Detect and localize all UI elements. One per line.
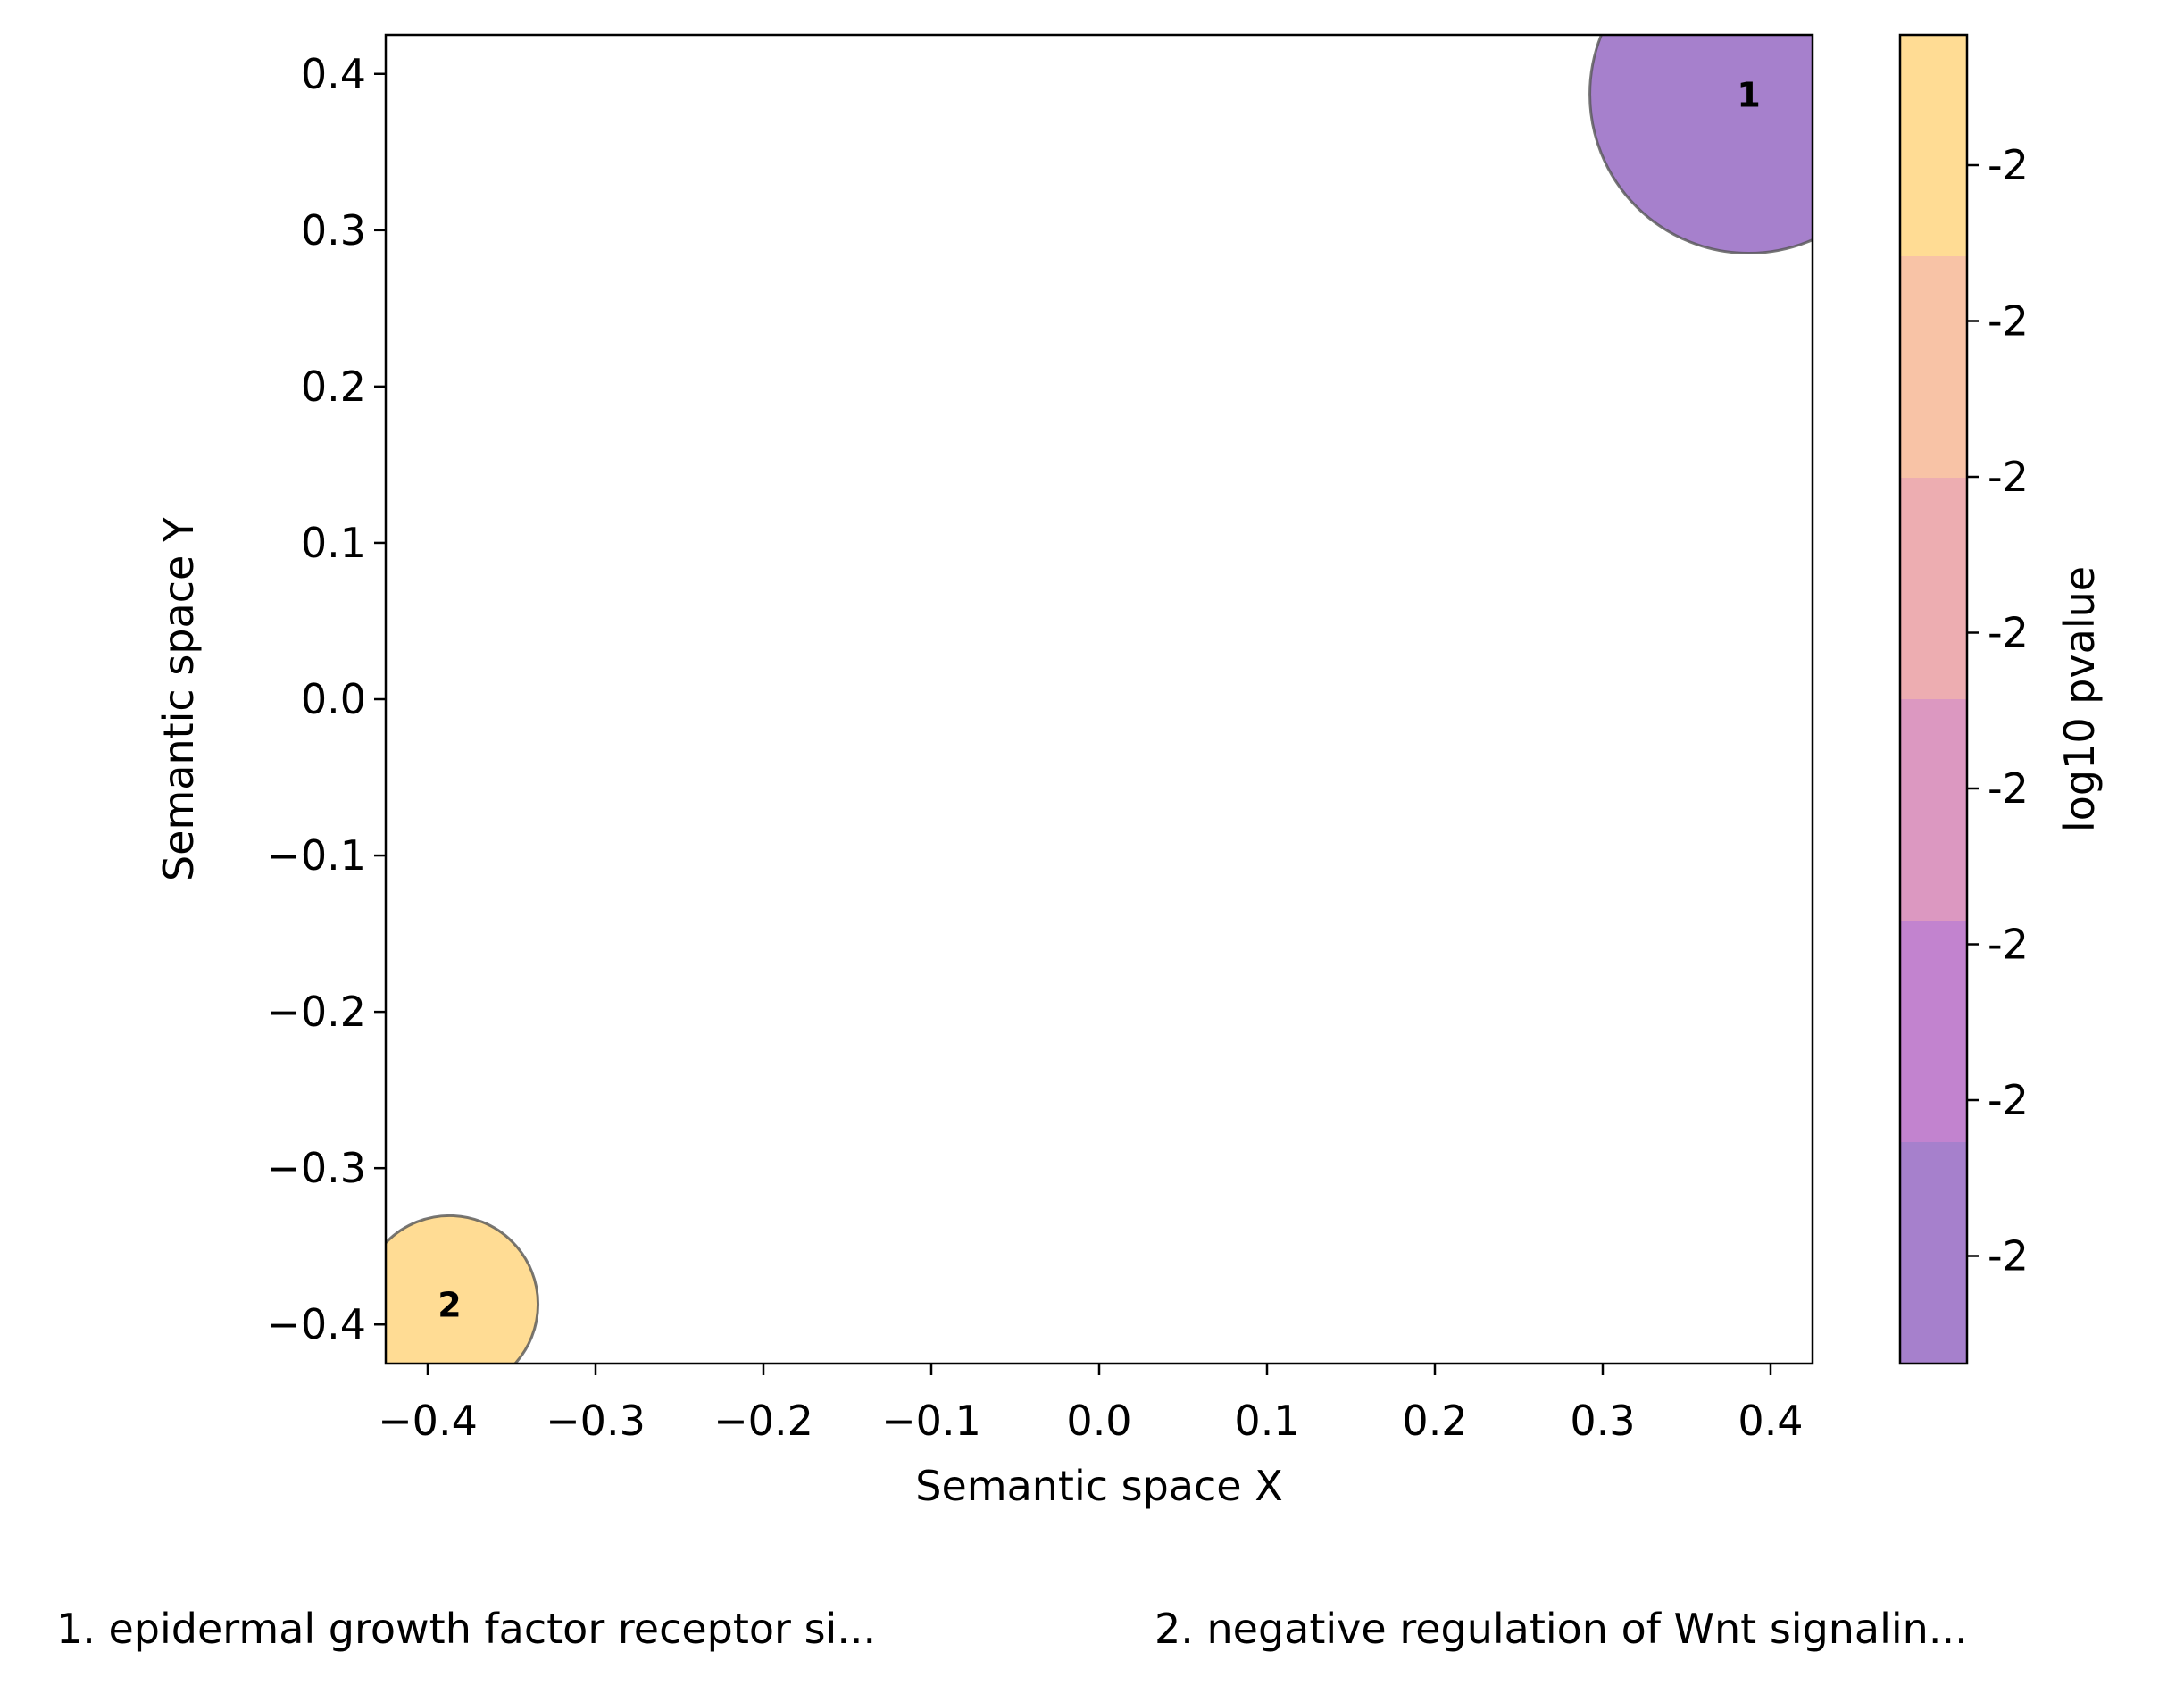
x-ticks: −0.4 −0.3 −0.2 −0.1 0.0 0.1 0.2 0.3 0.4: [378, 1364, 1804, 1445]
x-tick-label: 0.3: [1570, 1397, 1635, 1445]
colorbar-tick-label: -2: [1988, 141, 2029, 189]
point-bubble-2: [386, 1214, 540, 1364]
footnote-1: 1. epidermal growth factor receptor si..…: [56, 1605, 876, 1653]
point-label-2: 2: [438, 1285, 461, 1324]
colorbar-label: log10 pvalue: [2055, 566, 2104, 832]
colorbar-segment: [1900, 35, 1967, 257]
y-tick-label: 0.3: [301, 206, 366, 254]
footnote-2: 2. negative regulation of Wnt signalin..…: [1155, 1605, 1968, 1653]
colorbar-segment: [1900, 699, 1967, 922]
point-label-1: 1: [1737, 76, 1760, 115]
colorbar-tick-label: -2: [1988, 1232, 2029, 1281]
colorbar-frame: [1898, 33, 1969, 1365]
y-tick-label: −0.4: [266, 1300, 366, 1348]
x-tick-label: 0.4: [1738, 1397, 1803, 1445]
point-bubble-1: [1588, 35, 1813, 254]
y-tick-label: 0.0: [301, 675, 366, 723]
x-tick-label: 0.1: [1234, 1397, 1299, 1445]
y-tick-label: 0.1: [301, 519, 366, 567]
x-tick-label: −0.4: [378, 1397, 478, 1445]
colorbar-tick-label: -2: [1988, 921, 2029, 969]
colorbar-segment: [1900, 256, 1967, 479]
colorbar-segment: [1900, 1142, 1967, 1364]
y-tick-label: 0.4: [301, 50, 366, 98]
x-tick-label: 0.2: [1402, 1397, 1467, 1445]
x-axis-label: Semantic space X: [915, 1462, 1282, 1510]
x-tick-label: −0.1: [881, 1397, 981, 1445]
colorbar-tick-label: -2: [1988, 297, 2029, 346]
plot-frame: [384, 33, 1814, 1365]
x-tick-label: 0.0: [1066, 1397, 1131, 1445]
x-tick-label: −0.2: [713, 1397, 813, 1445]
y-tick-label: −0.3: [266, 1144, 366, 1192]
y-tick-label: −0.1: [266, 831, 366, 880]
colorbar: -2 -2 -2 -2 -2 -2 -2 -2: [1900, 35, 2029, 1364]
y-tick-label: 0.2: [301, 363, 366, 411]
colorbar-tick-label: -2: [1988, 453, 2029, 501]
y-ticks: 0.4 0.3 0.2 0.1 0.0 −0.1 −0.2 −0.3 −0.4: [266, 50, 386, 1348]
colorbar-segment: [1900, 478, 1967, 700]
colorbar-tick-label: -2: [1988, 1076, 2029, 1124]
x-tick-label: −0.3: [546, 1397, 646, 1445]
colorbar-tick-label: -2: [1988, 609, 2029, 657]
y-tick-label: −0.2: [266, 988, 366, 1036]
y-axis-label: Semantic space Y: [154, 516, 203, 881]
points-layer: 12: [386, 35, 1813, 1364]
colorbar-tick-label: -2: [1988, 764, 2029, 813]
colorbar-segment: [1900, 921, 1967, 1143]
